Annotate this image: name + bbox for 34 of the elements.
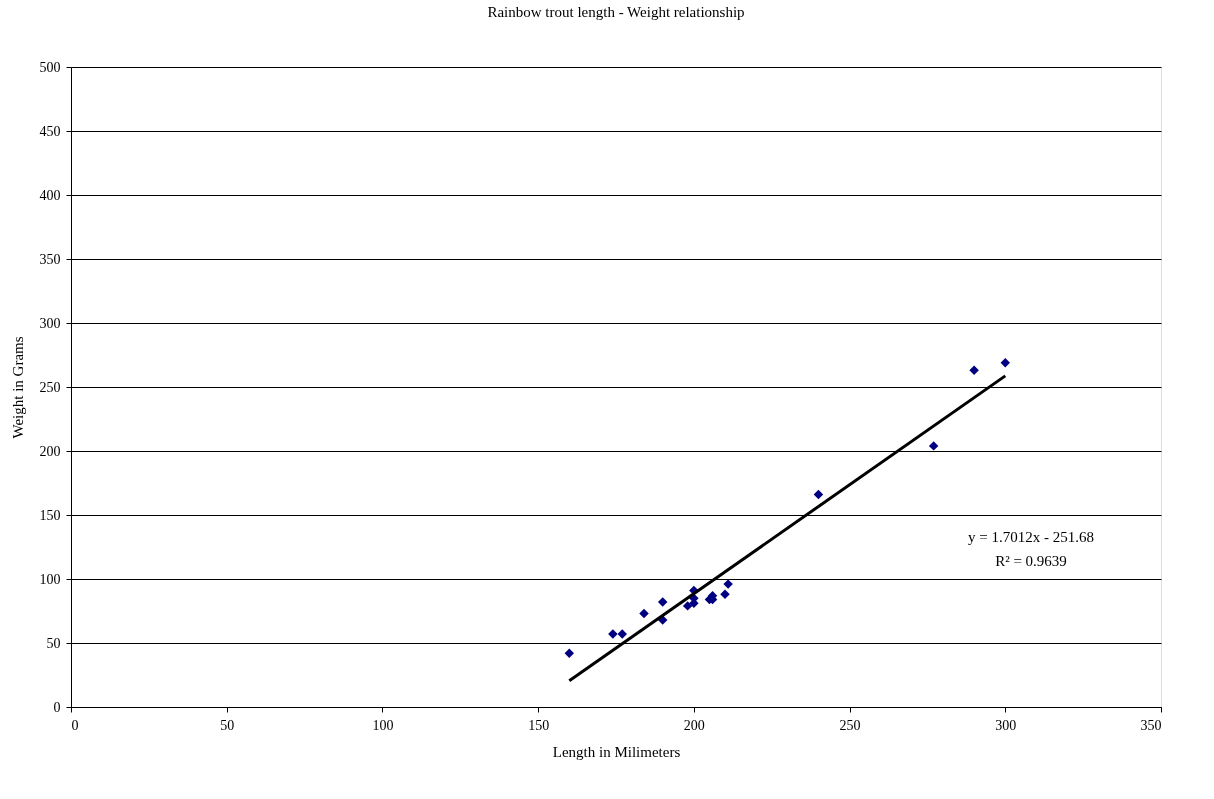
y-axis-title: Weight in Grams	[9, 336, 26, 439]
y-tick-label: 500	[39, 59, 61, 75]
x-tick-label: 50	[220, 717, 235, 733]
x-tick-label: 0	[71, 717, 79, 733]
chart-title: Rainbow trout length - Weight relationship	[487, 4, 745, 20]
y-tick-label: 400	[39, 187, 61, 203]
y-tick-label: 200	[39, 443, 61, 459]
x-tick-label: 200	[683, 717, 705, 733]
point	[639, 608, 649, 619]
point	[564, 648, 575, 658]
y-tick-label: 0	[53, 699, 61, 715]
point	[657, 597, 668, 607]
point	[969, 365, 979, 376]
x-tick-label: 150	[528, 717, 550, 733]
annotation: y = 1.7012x - 251.68	[968, 529, 1094, 545]
point	[1000, 357, 1011, 368]
point	[617, 629, 627, 639]
y-tick-label: 450	[39, 123, 61, 139]
y-tick-label: 350	[39, 251, 61, 267]
x-tick-label: 300	[995, 717, 1017, 733]
y-tick-label: 50	[46, 635, 61, 651]
y-tick-label: 300	[39, 315, 61, 331]
y-tick-label: 250	[39, 379, 61, 395]
point	[813, 489, 824, 500]
y-tick-label: 100	[39, 571, 61, 587]
point	[720, 589, 730, 600]
annotation: R² = 0.9639	[995, 553, 1067, 569]
x-axis-title: Length in Milimeters	[552, 743, 681, 760]
point	[928, 441, 939, 451]
x-tick-label: 100	[372, 717, 394, 733]
x-tick-label: 350	[1140, 717, 1162, 733]
point	[682, 601, 693, 611]
x-tick-label: 250	[839, 717, 861, 733]
y-tick-label: 150	[39, 507, 61, 523]
